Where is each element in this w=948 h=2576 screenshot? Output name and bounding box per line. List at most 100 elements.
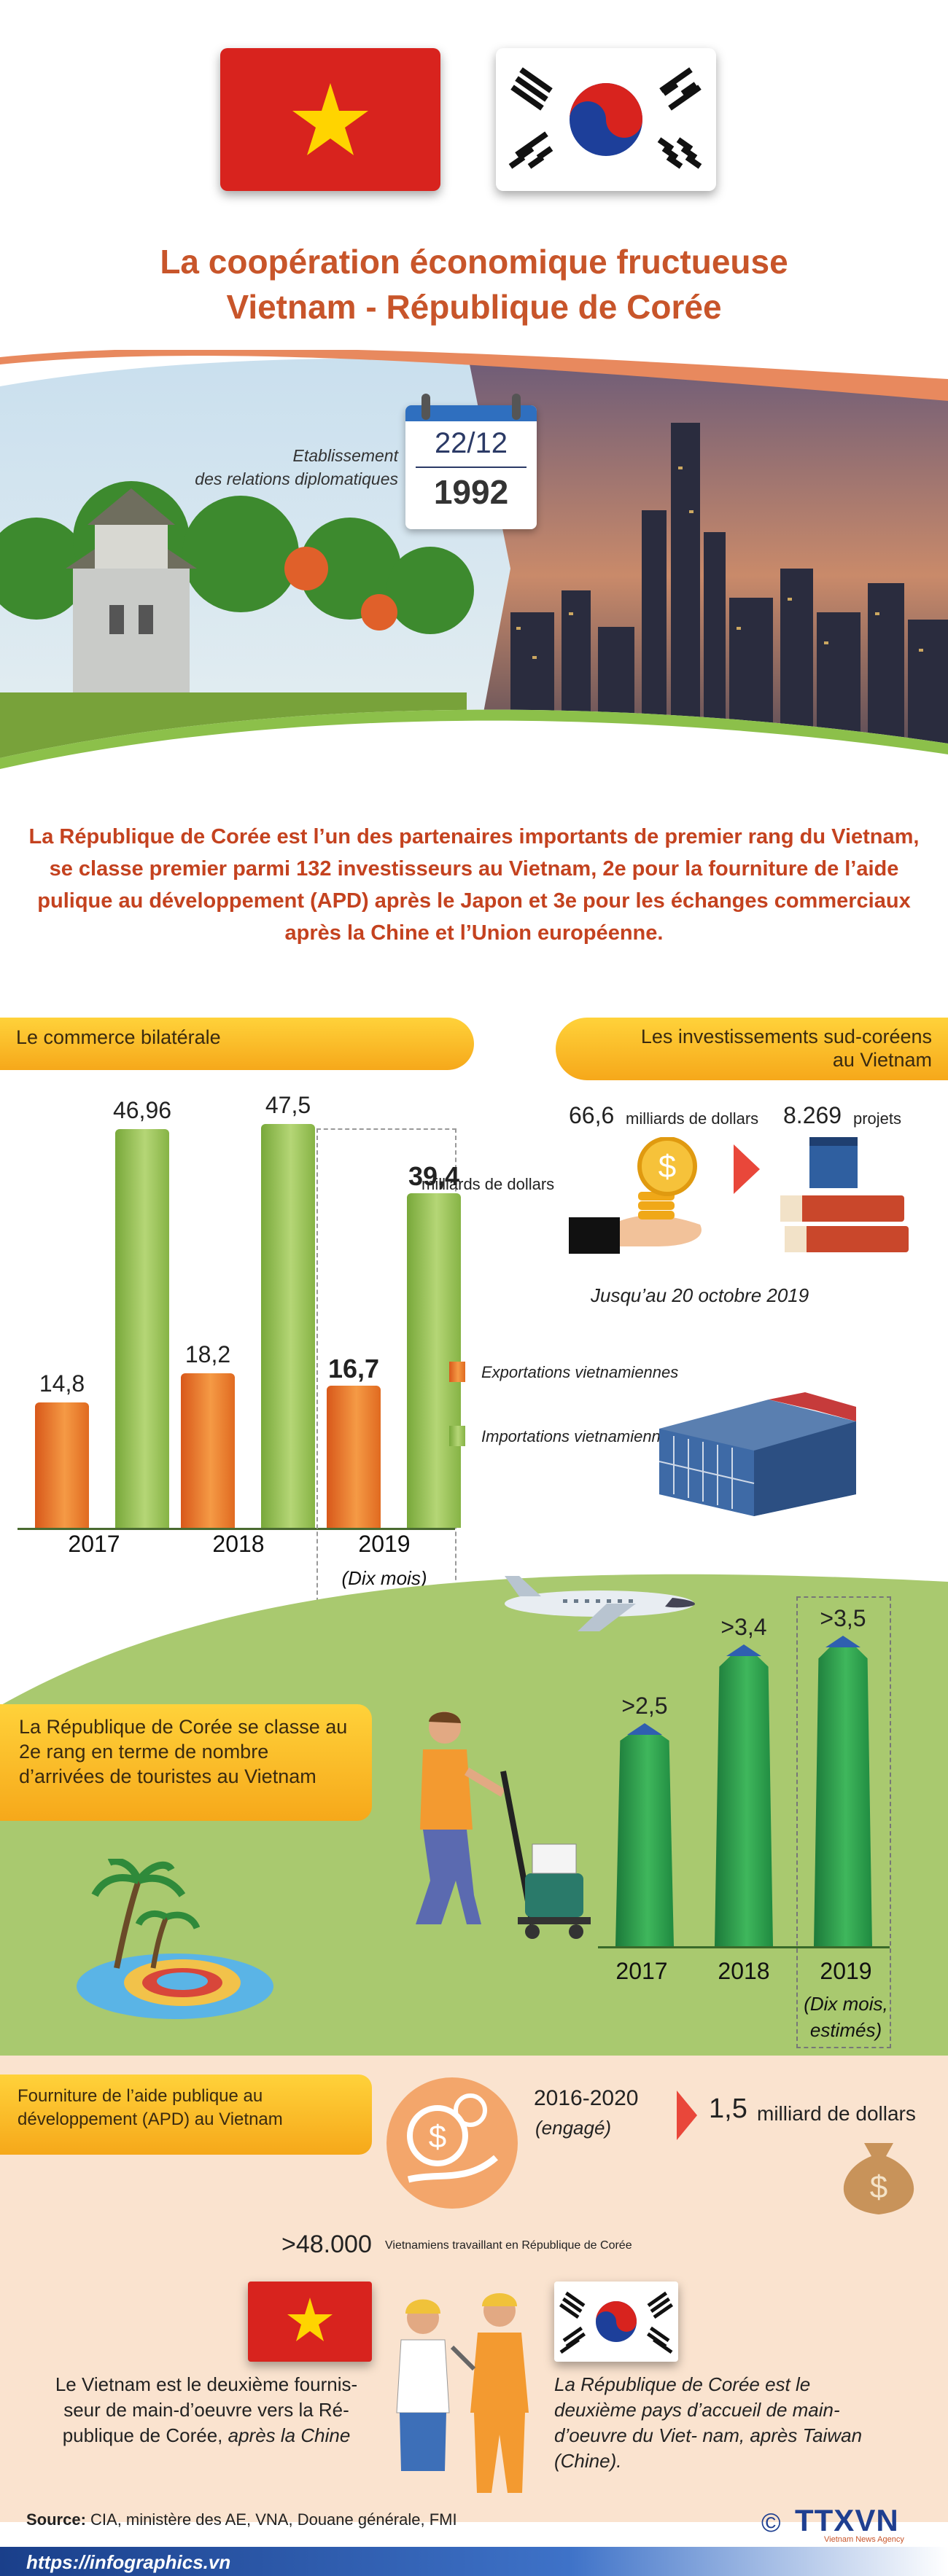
ttxvn-logo-text: TTXVN xyxy=(795,2503,899,2537)
ttxvn-logo-sub: Vietnam News Agency xyxy=(824,2535,904,2544)
source-label: Source: xyxy=(26,2510,86,2529)
diplomacy-label-line2: des relations diplomatiques xyxy=(195,469,398,488)
tourism-banner: La République de Corée se classe au 2e r… xyxy=(0,1704,372,1821)
year-2018-trade: 2018 xyxy=(212,1531,265,1557)
diplomacy-label-line1: Etablissement xyxy=(292,446,398,465)
tourism-bar-2019 xyxy=(814,1640,872,1946)
apd-arrow-icon xyxy=(677,2091,697,2140)
intro-text: La République de Corée est l’un des part… xyxy=(28,825,920,945)
tourism-value-2017: >2,5 xyxy=(621,1693,668,1719)
tourism-value-2018: >3,4 xyxy=(720,1614,767,1640)
source-text: CIA, ministère des AE, VNA, Douane génér… xyxy=(85,2510,457,2529)
investment-projects-unit: projets xyxy=(853,1109,902,1128)
vietnam-flag xyxy=(220,48,440,191)
investment-amount: 66,6 xyxy=(569,1102,615,1128)
trade-chart-axis xyxy=(18,1528,455,1530)
trade-value-export-2017: 14,8 xyxy=(39,1370,85,1397)
hero-image xyxy=(0,350,948,802)
tourism-text: La République de Corée se classe au 2e r… xyxy=(19,1716,348,1787)
investment-date-note: Jusqu’au 20 octobre 2019 xyxy=(591,1284,809,1306)
legend-export-label: Exportations vietnamiennes xyxy=(481,1363,679,1381)
investment-banner: Les investissements sud-coréens au Vietn… xyxy=(556,1018,948,1080)
traveler-illustration xyxy=(386,1706,591,1954)
investment-projects: 8.269 xyxy=(783,1102,842,1128)
korea-flag xyxy=(496,48,716,191)
investment-banner-line1: Les investissements sud-coréens xyxy=(640,1026,932,1047)
star-icon-small xyxy=(287,2298,333,2341)
labor-left-text-plain: Le Vietnam est le deuxième fournis- seur… xyxy=(55,2373,358,2446)
trade-banner-label: Le commerce bilatérale xyxy=(16,1026,221,1048)
binders-icon xyxy=(780,1137,912,1261)
tourism-background xyxy=(0,1553,948,2056)
apd-banner: Fourniture de l’aide publique au dévelop… xyxy=(0,2075,372,2155)
tourism-bar-cap-2017 xyxy=(627,1723,662,1735)
trade-banner: Le commerce bilatérale xyxy=(0,1018,474,1070)
trade-bar-import-2019 xyxy=(407,1193,461,1528)
legend-import-swatch xyxy=(449,1426,465,1446)
labor-right-text: La République de Corée est le deuxième p… xyxy=(554,2373,863,2472)
trade-2019-note: (Dix mois) xyxy=(341,1567,427,1589)
calendar-icon: 22/12 1992 xyxy=(405,394,537,532)
tourism-bar-2017 xyxy=(615,1728,674,1946)
labor-left-text-italic: après la Chine xyxy=(228,2424,351,2446)
trade-bar-import-2017 xyxy=(115,1128,169,1528)
apd-period: 2016-2020 xyxy=(534,2086,639,2110)
tourism-bar-2018 xyxy=(715,1649,773,1946)
arrow-right-icon xyxy=(734,1144,760,1194)
containers-illustration xyxy=(658,1385,856,1516)
trade-bar-export-2019 xyxy=(327,1386,381,1528)
page-title-line2: Vietnam - République de Corée xyxy=(226,288,722,326)
ttxvn-logo: TTXVN Vietnam News Agency xyxy=(795,2503,933,2547)
svg-text:$: $ xyxy=(658,1149,676,1184)
labor-count-label: Vietnamiens travaillant en République de… xyxy=(385,2239,632,2252)
legend-import-label: Importations vietnamiennes xyxy=(481,1427,667,1445)
labor-left-text: Le Vietnam est le deuxième fournis- seur… xyxy=(44,2372,369,2448)
investment-banner-line2: au Vietnam xyxy=(832,1049,932,1071)
tourism-chart-axis xyxy=(598,1946,890,1948)
tower-illustration xyxy=(66,488,197,700)
year-2018-tourism: 2018 xyxy=(718,1958,770,1984)
trade-value-import-2019: 39,4 xyxy=(408,1160,460,1191)
workers-illustration xyxy=(379,2289,547,2500)
trade-value-export-2018: 18,2 xyxy=(184,1340,231,1367)
star-icon xyxy=(292,83,368,155)
svg-text:$: $ xyxy=(429,2119,446,2155)
trade-value-import-2017: 46,96 xyxy=(112,1096,172,1123)
tourism-value-2019: >3,5 xyxy=(820,1605,866,1631)
footer-url[interactable]: https://infographics.vn xyxy=(26,2551,231,2573)
calendar-year: 1992 xyxy=(433,473,509,511)
year-2017-trade: 2017 xyxy=(68,1531,120,1557)
tourism-2019-note-line2: estimés) xyxy=(809,2019,882,2041)
page-title-line1: La coopération économique fructueuse xyxy=(160,243,788,281)
coin-hand-icon: $ xyxy=(569,1136,715,1268)
source-line: Source: CIA, ministère des AE, VNA, Doua… xyxy=(26,2510,457,2529)
year-2019-trade: 2019 xyxy=(358,1531,411,1557)
trade-bar-export-2017 xyxy=(35,1402,89,1528)
investment-amount-unit: milliards de dollars xyxy=(626,1109,759,1128)
trade-chart: 14,8 46,96 18,2 47,5 16,7 39,4 xyxy=(18,1086,461,1617)
airplane-icon xyxy=(490,1574,702,1633)
footer-bar xyxy=(0,2547,948,2576)
pool-island-illustration xyxy=(73,1857,277,2019)
tourism-dix-mois-box xyxy=(796,1596,891,2048)
trade-value-import-2018: 47,5 xyxy=(265,1092,311,1119)
svg-text:$: $ xyxy=(870,2169,887,2205)
apd-banner-label: Fourniture de l’aide publique au dévelop… xyxy=(18,2086,283,2129)
tourism-2019-note-line1: (Dix mois, xyxy=(804,1993,888,2015)
trade-unit-label: milliards de dollars xyxy=(421,1175,555,1193)
apd-amount: 1,5 xyxy=(709,2093,747,2124)
trade-bar-import-2018 xyxy=(261,1124,315,1528)
calendar-date: 22/12 xyxy=(434,427,508,459)
korea-flag-small xyxy=(554,2282,678,2362)
tourism-chart: >2,5 >3,4 >3,5 xyxy=(598,1596,891,2048)
year-2019-tourism: 2019 xyxy=(820,1958,872,1984)
legend-export-swatch xyxy=(449,1362,465,1382)
copyright-symbol: © xyxy=(761,2507,781,2537)
apd-amount-unit: milliard de dollars xyxy=(757,2102,916,2125)
apd-hand-coin-icon: $ xyxy=(386,2077,518,2209)
labor-count: >48.000 xyxy=(281,2230,372,2258)
apd-period-note: (engagé) xyxy=(535,2117,612,2139)
year-2017-tourism: 2017 xyxy=(615,1958,668,1984)
money-bag-icon: $ xyxy=(824,2128,933,2216)
vietnam-flag-small xyxy=(248,2282,372,2362)
